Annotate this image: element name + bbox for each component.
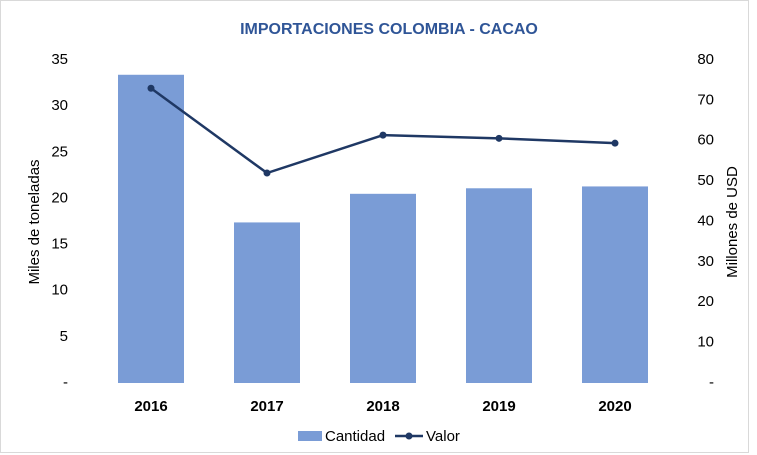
bar xyxy=(466,188,532,383)
line-marker xyxy=(263,169,271,177)
bar xyxy=(234,222,300,383)
chart-title: IMPORTACIONES COLOMBIA - CACAO xyxy=(240,21,538,38)
y-tick-label: 25 xyxy=(51,143,68,160)
legend-label: Valor xyxy=(426,428,460,445)
legend-label: Cantidad xyxy=(325,428,385,445)
y-tick-label: 35 xyxy=(51,51,68,68)
x-tick-label: 2018 xyxy=(366,398,399,415)
bar xyxy=(118,74,184,383)
y-tick-label: 5 xyxy=(60,328,68,345)
line-marker xyxy=(495,134,503,142)
y2-tick-label: 10 xyxy=(697,334,714,351)
line-marker xyxy=(379,131,387,139)
x-tick-label: 2016 xyxy=(134,398,167,415)
line-marker xyxy=(147,84,155,92)
line-marker xyxy=(611,139,619,147)
y2-axis-label: Millones de USD xyxy=(724,166,741,278)
y2-tick-label: - xyxy=(709,374,714,391)
x-tick-label: 2019 xyxy=(482,398,515,415)
x-tick-label: 2020 xyxy=(598,398,631,415)
y2-tick-label: 40 xyxy=(697,212,714,229)
bar xyxy=(582,186,648,383)
y2-tick-label: 50 xyxy=(697,172,714,189)
y-tick-label: - xyxy=(63,374,68,391)
y-tick-label: 30 xyxy=(51,97,68,114)
y2-tick-label: 20 xyxy=(697,293,714,310)
x-tick-label: 2017 xyxy=(250,398,283,415)
y2-tick-label: 30 xyxy=(697,253,714,270)
y-tick-label: 10 xyxy=(51,282,68,299)
y2-tick-label: 80 xyxy=(697,51,714,68)
legend-marker xyxy=(405,432,413,440)
y-axis-label: Miles de toneladas xyxy=(26,159,43,284)
y-tick-label: 15 xyxy=(51,236,68,253)
bar xyxy=(350,193,416,383)
y2-tick-label: 60 xyxy=(697,132,714,149)
y-tick-label: 20 xyxy=(51,189,68,206)
legend-swatch xyxy=(298,431,322,441)
y2-tick-label: 70 xyxy=(697,91,714,108)
